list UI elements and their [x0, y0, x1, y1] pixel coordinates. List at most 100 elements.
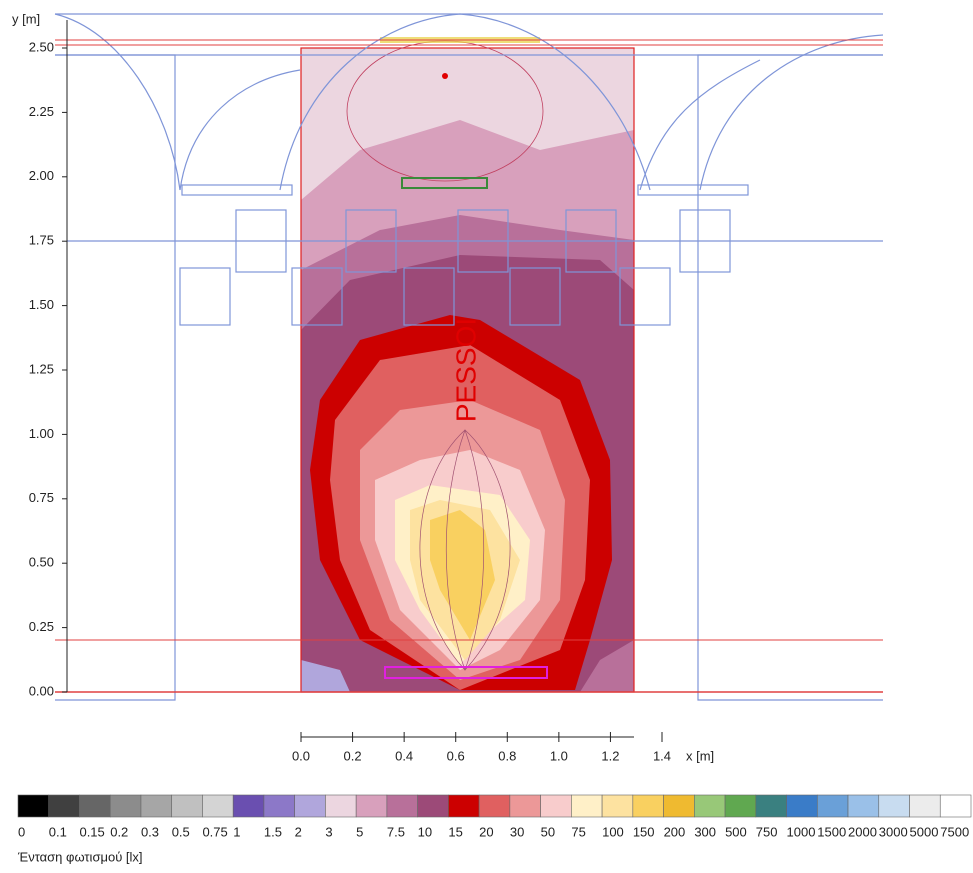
colorbar-label: 1.5 [264, 824, 282, 839]
arch [179, 59, 761, 191]
colorbar-label: 100 [602, 824, 624, 839]
colorbar-swatch [263, 794, 295, 818]
colorbar-swatch [939, 794, 972, 818]
colorbar-label: 0.5 [172, 824, 190, 839]
colorbar-swatch [109, 794, 142, 818]
block [457, 209, 509, 273]
colorbar-swatch [140, 794, 173, 818]
colorbar-label: 50 [541, 824, 555, 839]
fixture [401, 177, 488, 189]
colorbar-swatch [601, 794, 634, 818]
y-axis-label: y [m] [12, 11, 40, 26]
colorbar-label: 1500 [817, 824, 846, 839]
x-tick-label: 0.8 [498, 748, 516, 763]
x-tick-label: 1.4 [653, 748, 671, 763]
colorbar-label: 3 [325, 824, 332, 839]
colorbar-label: 7.5 [387, 824, 405, 839]
colorbar-label: 75 [571, 824, 585, 839]
y-tick-label: 1.25 [29, 361, 54, 376]
colorbar-swatch [571, 794, 603, 818]
colorbar-label: 750 [756, 824, 778, 839]
x-tick-label: 0.0 [292, 748, 310, 763]
block [619, 267, 671, 326]
block [235, 209, 287, 273]
x-tick-label: 1.2 [601, 748, 619, 763]
colorbar-swatch [17, 794, 50, 818]
colorbar-label: 500 [725, 824, 747, 839]
beam [637, 184, 749, 196]
colorbar-label: 0.1 [49, 824, 67, 839]
y-tick-label: 0.00 [29, 683, 54, 698]
colorbar-label: 20 [479, 824, 493, 839]
colorbar-swatch [755, 794, 787, 818]
colorbar-label: 300 [694, 824, 716, 839]
contour-plot [300, 37, 635, 693]
y-tick-label: 1.50 [29, 297, 54, 312]
colorbar-swatch [171, 794, 203, 818]
colorbar-swatch [202, 794, 234, 818]
block [179, 267, 231, 326]
block [679, 209, 731, 273]
colorbar-swatch [786, 794, 818, 818]
colorbar-swatch [878, 794, 910, 818]
colorbar-swatch [386, 794, 418, 818]
block [565, 209, 617, 273]
y-tick-label: 1.00 [29, 426, 54, 441]
colorbar-label: 2000 [848, 824, 877, 839]
colorbar-label: 0.3 [141, 824, 159, 839]
colorbar-label: 7500 [940, 824, 969, 839]
colorbar-swatch [417, 794, 449, 818]
colorbar-label: 1000 [787, 824, 816, 839]
y-tick-label: 2.50 [29, 39, 54, 54]
colorbar-swatch [816, 794, 849, 818]
colorbar-swatch [232, 794, 265, 818]
y-tick-label: 2.25 [29, 104, 54, 119]
block [291, 267, 343, 326]
colorbar-label: 0.15 [79, 824, 104, 839]
contour-band [301, 660, 350, 692]
block [345, 209, 397, 273]
colorbar-swatch [478, 794, 511, 818]
y-tick-label: 0.75 [29, 490, 54, 505]
colorbar-swatch [540, 794, 572, 818]
colorbar-swatch [48, 794, 80, 818]
colorbar-label: 1 [233, 824, 240, 839]
colorbar-label: 30 [510, 824, 524, 839]
beam [181, 184, 293, 196]
colorbar-title: Ένταση φωτισμού [lx] [17, 849, 143, 864]
colorbar-label: 3000 [879, 824, 908, 839]
colorbar-label: 15 [448, 824, 462, 839]
y-tick-label: 0.50 [29, 555, 54, 570]
colorbar-swatch [325, 794, 357, 818]
colorbar-swatch [847, 794, 880, 818]
colorbar-swatch [694, 794, 726, 818]
block [509, 267, 561, 326]
colorbar-label: 0 [18, 824, 25, 839]
x-tick-label: 0.6 [447, 748, 465, 763]
y-tick-label: 2.00 [29, 168, 54, 183]
colorbar-swatch [79, 794, 111, 818]
pillar [55, 54, 883, 701]
y-tick-label: 1.75 [29, 233, 54, 248]
colorbar-swatch [909, 794, 941, 818]
colorbar-swatch [632, 794, 664, 818]
colorbar-swatch [663, 794, 695, 818]
colorbar-label: 5000 [910, 824, 939, 839]
fixture [384, 666, 548, 679]
colorbar-swatch [294, 794, 326, 818]
x-tick-label: 1.0 [550, 748, 568, 763]
y-tick-label: 0.25 [29, 619, 54, 634]
colorbar-swatch [509, 794, 541, 818]
architecture [54, 13, 884, 701]
colorbar-label: 150 [633, 824, 655, 839]
colorbar-label: 0.2 [110, 824, 128, 839]
colorbar-label: 2 [295, 824, 302, 839]
luminaire-bottom [419, 428, 511, 672]
colorbar-swatch [724, 794, 757, 818]
x-tick-label: 0.2 [344, 748, 362, 763]
colorbar-label: 0.75 [202, 824, 227, 839]
x-axis-label: x [m] [686, 748, 714, 763]
x-tick-label: 0.4 [395, 748, 413, 763]
colorbar-swatch [355, 794, 388, 818]
